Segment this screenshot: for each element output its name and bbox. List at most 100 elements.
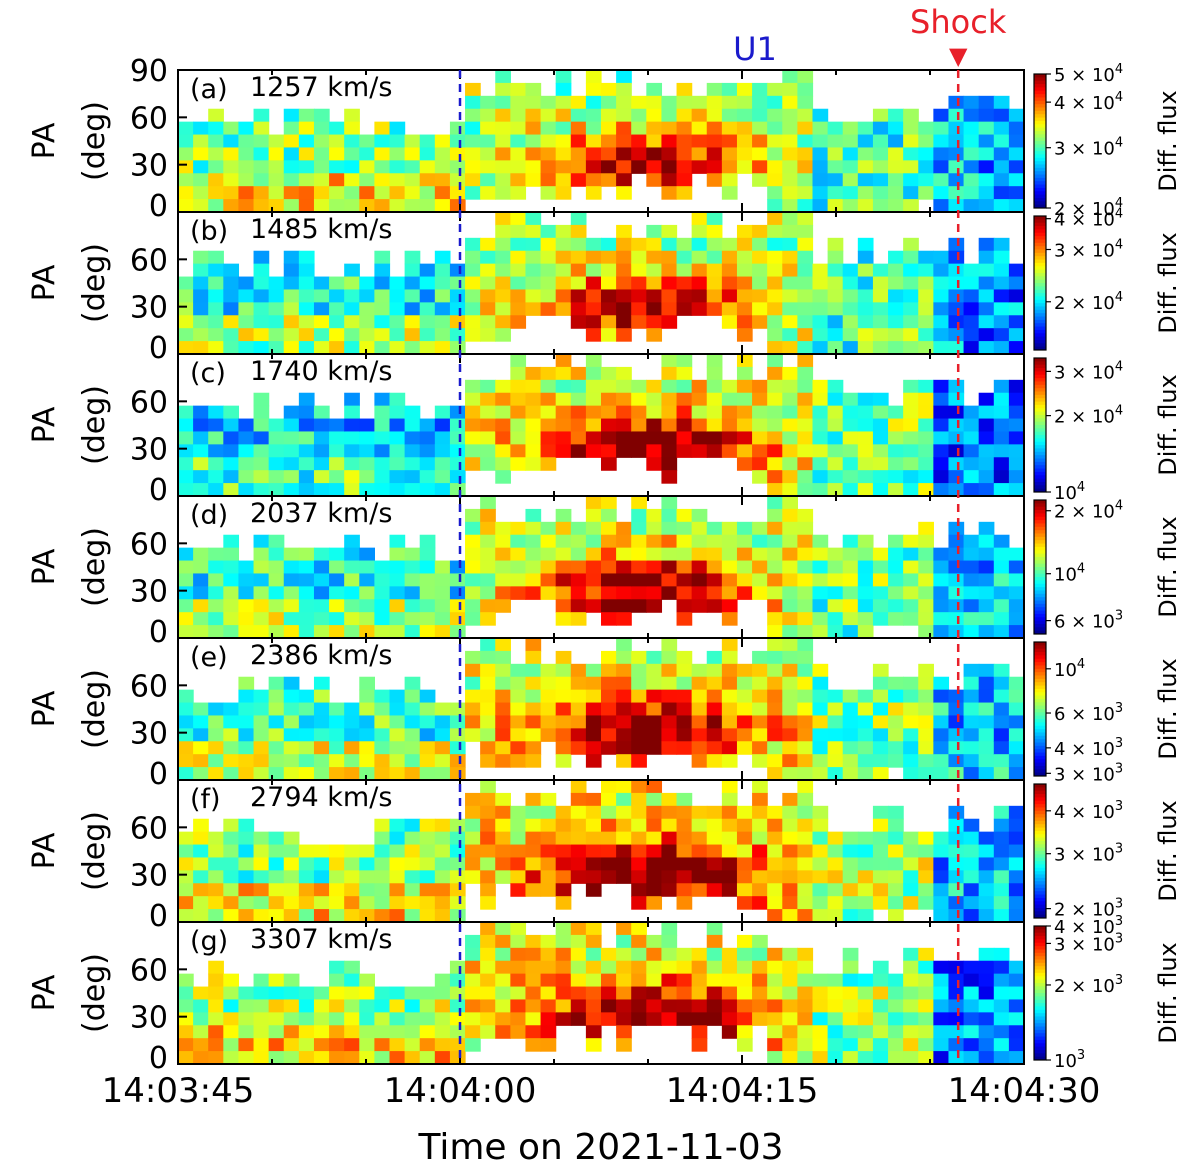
heatmap-cell [344, 741, 360, 755]
heatmap-cell [495, 999, 511, 1013]
heatmap-cell [661, 276, 678, 291]
heatmap-cell [616, 366, 632, 381]
heatmap-cell [661, 302, 678, 316]
heatmap-cell [298, 896, 315, 910]
colorbar-segment [1034, 134, 1046, 139]
colorbar-segment [1034, 645, 1046, 650]
heatmap-cell [449, 883, 466, 897]
heatmap-cell [706, 715, 723, 729]
heatmap-cell [329, 625, 345, 639]
heatmap-cell [268, 341, 285, 355]
heatmap-cell [268, 470, 285, 484]
heatmap-cell [888, 418, 904, 433]
heatmap-cell [298, 1051, 315, 1065]
heatmap-cell [948, 134, 965, 149]
heatmap-cell [193, 586, 209, 600]
heatmap-cell [223, 625, 240, 639]
heatmap-cell [993, 947, 1010, 962]
colorbar-segment [1034, 187, 1046, 192]
heatmap-cell [1008, 599, 1025, 613]
colorbar-segment [1034, 249, 1046, 254]
colorbar-tick-label: 3 × 103 [1054, 931, 1123, 955]
colorbar-segment [1034, 471, 1046, 476]
heatmap-cell [993, 870, 1010, 884]
heatmap-cell [978, 844, 995, 859]
heatmap-cell [359, 418, 375, 433]
heatmap-cell [706, 521, 723, 536]
heatmap-cell [1008, 405, 1025, 420]
colorbar-segment [1034, 966, 1046, 971]
heatmap-cell [872, 147, 889, 161]
heatmap-cell [283, 844, 300, 859]
heatmap-cell [676, 947, 693, 962]
heatmap-cell [918, 121, 934, 136]
heatmap-cell [782, 341, 798, 355]
heatmap-cell [706, 973, 723, 988]
heatmap-cell [631, 805, 647, 820]
heatmap-cell [465, 573, 481, 587]
heatmap-cell [646, 379, 663, 394]
colorbar-segment [1034, 94, 1046, 98]
heatmap-cell [601, 392, 617, 407]
heatmap-cell [404, 689, 421, 704]
heatmap-cell [1008, 328, 1025, 342]
heatmap-cell [480, 160, 496, 174]
heatmap-cell [721, 857, 738, 871]
heatmap-cell [510, 534, 527, 549]
heatmap-cell [812, 173, 829, 187]
heatmap-cell [842, 702, 859, 717]
heatmap-cell [827, 199, 844, 213]
panel-label: (g) [190, 926, 228, 957]
heatmap-cell [827, 573, 844, 587]
panel-label: (a) [190, 74, 228, 105]
heatmap-cell [344, 715, 360, 729]
heatmap-cell [978, 612, 995, 626]
heatmap-cell [404, 186, 421, 200]
colorbar-frame [1033, 925, 1047, 1061]
heatmap-cell [782, 767, 798, 781]
heatmap-cell [918, 599, 934, 613]
heatmap-cell [782, 715, 798, 729]
heatmap-cell [752, 650, 768, 665]
heatmap-cell [585, 805, 602, 820]
heatmap-cell [721, 702, 738, 717]
colorbar-tick-label: 4 × 104 [1054, 207, 1123, 231]
heatmap-cell [691, 379, 708, 394]
heatmap-cell [872, 689, 889, 704]
heatmap-cell [404, 986, 421, 1001]
heatmap-cell [465, 999, 481, 1013]
heatmap-cell [540, 844, 557, 859]
heatmap-cell [601, 108, 617, 123]
heatmap-cell [359, 728, 375, 742]
heatmap-cell [389, 857, 406, 871]
heatmap-cell [389, 547, 406, 562]
heatmap-cell [434, 250, 451, 265]
colorbar-segment [1034, 120, 1046, 125]
heatmap-cell [736, 444, 753, 458]
heatmap-cell [374, 134, 391, 149]
heatmap-cell [495, 547, 511, 562]
heatmap-cell [918, 431, 934, 445]
heatmap-cell [706, 534, 723, 549]
heatmap-cell [827, 457, 844, 471]
heatmap-cell [676, 289, 693, 303]
heatmap-cell [857, 599, 874, 613]
heatmap-cell [721, 521, 738, 536]
colorbar-segment [1034, 929, 1046, 934]
heatmap-cell [374, 625, 391, 639]
heatmap-cell [646, 121, 663, 136]
heatmap-cell [540, 715, 557, 729]
heatmap-cell [933, 289, 950, 303]
heatmap-cell [842, 960, 859, 975]
heatmap-cell [525, 947, 542, 962]
heatmap-cell [585, 947, 602, 962]
heatmap-cell [903, 599, 919, 613]
heatmap-cell [344, 328, 360, 342]
heatmap-cell [253, 728, 270, 742]
heatmap-cell [948, 199, 965, 213]
heatmap-cell [782, 147, 798, 161]
heatmap-cell [223, 147, 240, 161]
heatmap-cell [721, 612, 738, 626]
heatmap-cell [193, 328, 209, 342]
